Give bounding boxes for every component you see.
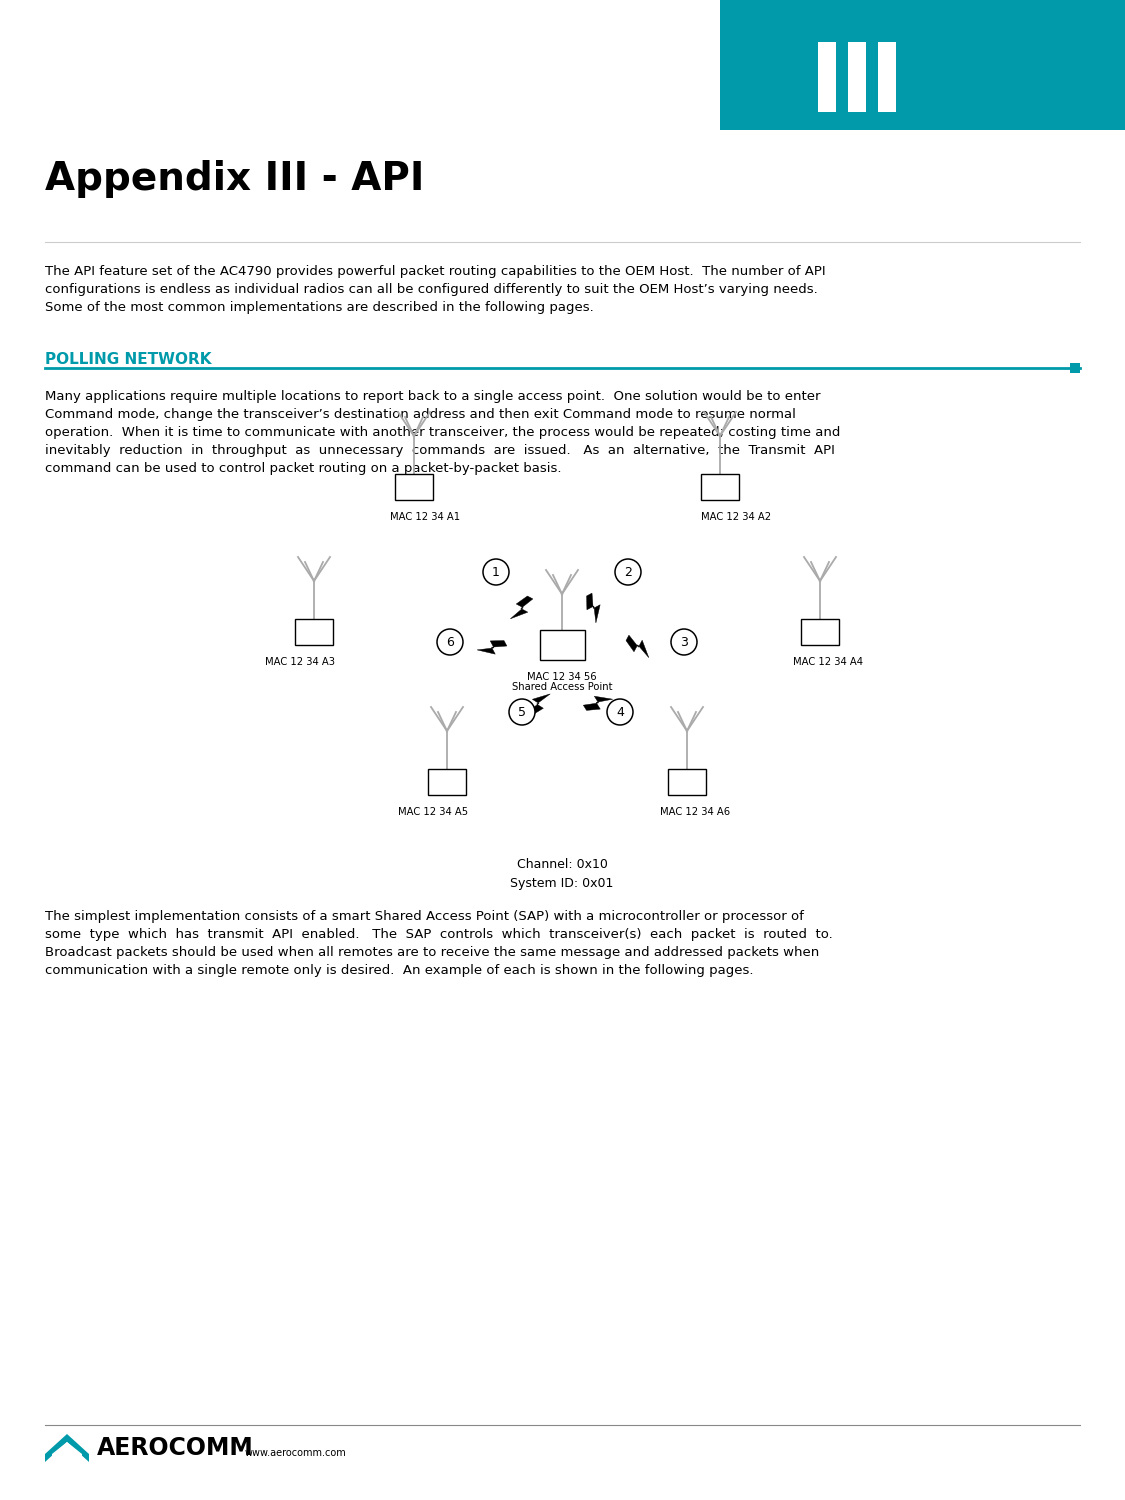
Polygon shape [45,1434,89,1462]
FancyBboxPatch shape [540,630,585,660]
Circle shape [615,560,641,585]
FancyBboxPatch shape [801,620,839,645]
Text: MAC 12 34 A1: MAC 12 34 A1 [390,512,460,522]
Text: 3: 3 [680,636,688,648]
Text: www.aerocomm.com: www.aerocomm.com [245,1448,346,1458]
Circle shape [608,699,633,724]
Text: Appendix III - API: Appendix III - API [45,160,424,198]
Text: Channel: 0x10
System ID: 0x01: Channel: 0x10 System ID: 0x01 [511,858,614,889]
Text: Shared Access Point: Shared Access Point [512,682,612,692]
Text: 6: 6 [446,636,454,648]
Text: MAC 12 34 A4: MAC 12 34 A4 [793,657,863,668]
Circle shape [670,628,698,656]
FancyBboxPatch shape [818,42,836,112]
FancyBboxPatch shape [720,0,1125,130]
Text: MAC 12 34 56: MAC 12 34 56 [528,672,596,682]
Text: 1: 1 [492,566,500,579]
Polygon shape [626,634,649,657]
FancyBboxPatch shape [848,42,866,112]
Text: 2: 2 [624,566,632,579]
Text: The API feature set of the AC4790 provides powerful packet routing capabilities : The API feature set of the AC4790 provid… [45,266,826,314]
Text: 5: 5 [518,705,526,718]
FancyBboxPatch shape [878,42,896,112]
Text: MAC 12 34 A3: MAC 12 34 A3 [266,657,335,668]
Polygon shape [586,592,600,622]
Text: Many applications require multiple locations to report back to a single access p: Many applications require multiple locat… [45,390,840,476]
Text: MAC 12 34 A6: MAC 12 34 A6 [660,807,730,818]
Text: MAC 12 34 A2: MAC 12 34 A2 [701,512,771,522]
Text: MAC 12 34 A5: MAC 12 34 A5 [398,807,468,818]
Circle shape [483,560,508,585]
Circle shape [508,699,536,724]
Polygon shape [52,1442,82,1458]
FancyBboxPatch shape [428,770,466,795]
FancyBboxPatch shape [295,620,333,645]
Polygon shape [583,696,613,711]
Polygon shape [526,694,550,715]
FancyBboxPatch shape [701,474,739,500]
Text: 4: 4 [616,705,624,718]
Polygon shape [477,640,507,654]
Text: POLLING NETWORK: POLLING NETWORK [45,352,212,368]
FancyBboxPatch shape [395,474,433,500]
Text: The simplest implementation consists of a smart Shared Access Point (SAP) with a: The simplest implementation consists of … [45,910,832,976]
FancyBboxPatch shape [1070,363,1080,374]
Polygon shape [511,596,533,619]
Text: AEROCOMM: AEROCOMM [97,1436,254,1460]
Circle shape [436,628,463,656]
FancyBboxPatch shape [668,770,706,795]
